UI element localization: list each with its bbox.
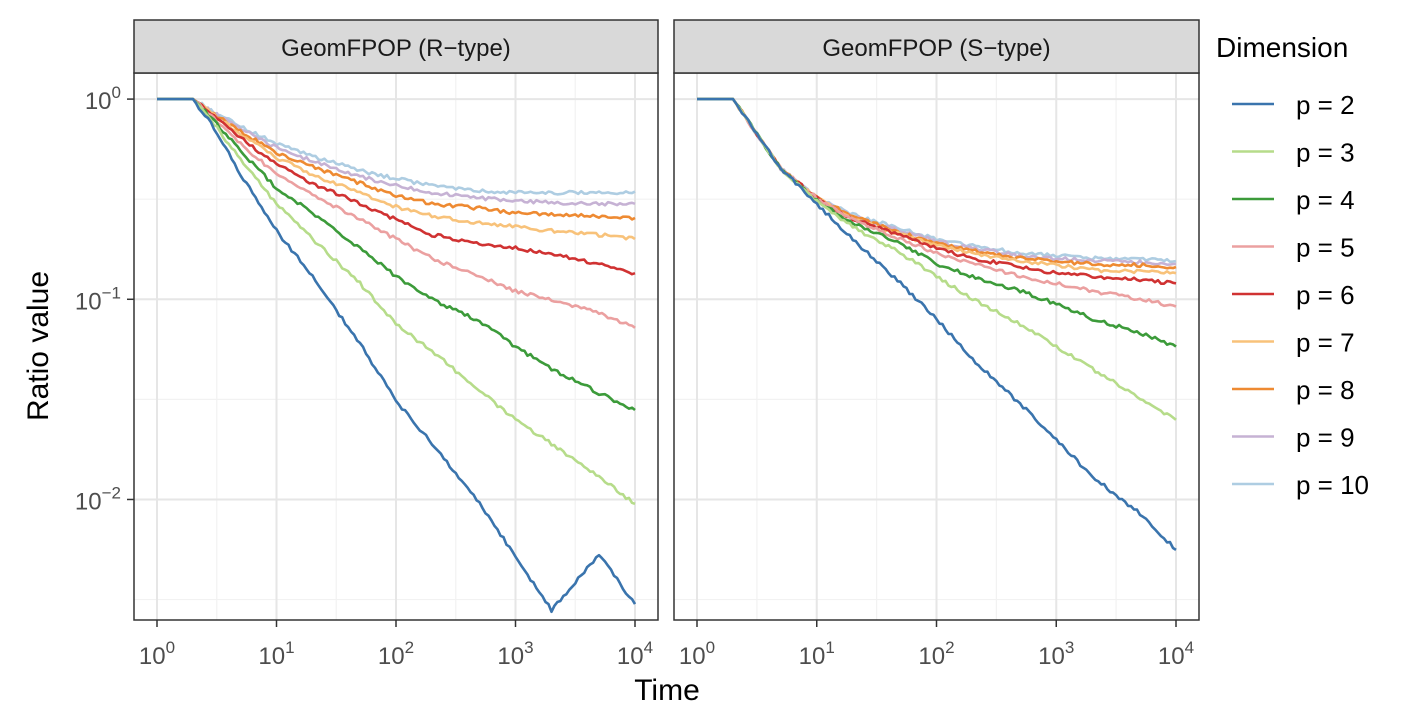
series-line (157, 97, 636, 221)
legend-entry: p = 9 (1232, 423, 1355, 453)
legend-label: p = 4 (1296, 185, 1355, 215)
legend-entry: p = 3 (1232, 138, 1355, 168)
series-line (157, 97, 637, 614)
series-line (157, 97, 636, 506)
strip-background (673, 19, 1200, 74)
series-line (157, 97, 636, 241)
y-tick-label: 10−2 (75, 483, 121, 515)
legend-label: p = 9 (1296, 423, 1355, 453)
y-tick-label: 10−1 (75, 283, 121, 315)
legend-label: p = 10 (1296, 470, 1369, 500)
legend-entry: p = 8 (1232, 375, 1355, 405)
legend-entry: p = 6 (1232, 280, 1355, 310)
x-tick-label: 100 (139, 638, 175, 670)
legend-entry: p = 5 (1232, 233, 1355, 263)
x-tick-label: 102 (378, 638, 414, 670)
legend-entry: p = 4 (1232, 185, 1355, 215)
panel-2: GeomFPOP (S−type) 100 101 102 103 104 (673, 19, 1200, 670)
y-tick-label: 100 (85, 83, 121, 115)
x-tick-label: 101 (799, 638, 835, 670)
x-tick-label: 100 (679, 638, 715, 670)
strip-title: GeomFPOP (S−type) (822, 35, 1050, 62)
series-line (157, 97, 636, 329)
x-axis-title: Time (634, 674, 700, 707)
legend-label: p = 6 (1296, 280, 1355, 310)
strip-background (133, 19, 659, 74)
legend-title: Dimension (1216, 32, 1348, 63)
legend-label: p = 5 (1296, 233, 1355, 263)
legend-entry: p = 2 (1232, 90, 1355, 120)
series-line (157, 97, 636, 207)
series-line (157, 97, 636, 276)
x-tick-label: 103 (497, 638, 533, 670)
panel-1: GeomFPOP (R−type) 100 101 102 103 104 100 10−1 1… (75, 19, 659, 670)
series-line (157, 97, 636, 412)
legend-entry: p = 10 (1232, 470, 1369, 500)
x-tick-label: 101 (258, 638, 294, 670)
x-tick-label: 103 (1038, 638, 1074, 670)
legend-label: p = 2 (1296, 90, 1355, 120)
legend-label: p = 7 (1296, 328, 1355, 358)
legend-label: p = 3 (1296, 138, 1355, 168)
legend-label: p = 8 (1296, 375, 1355, 405)
legend-entry: p = 7 (1232, 328, 1355, 358)
x-tick-label: 102 (918, 638, 954, 670)
y-axis-title: Ratio value (22, 271, 55, 421)
series-line (697, 97, 1177, 551)
x-tick-label: 104 (1158, 638, 1194, 670)
strip-title: GeomFPOP (R−type) (281, 35, 511, 62)
x-tick-label: 104 (617, 638, 653, 670)
